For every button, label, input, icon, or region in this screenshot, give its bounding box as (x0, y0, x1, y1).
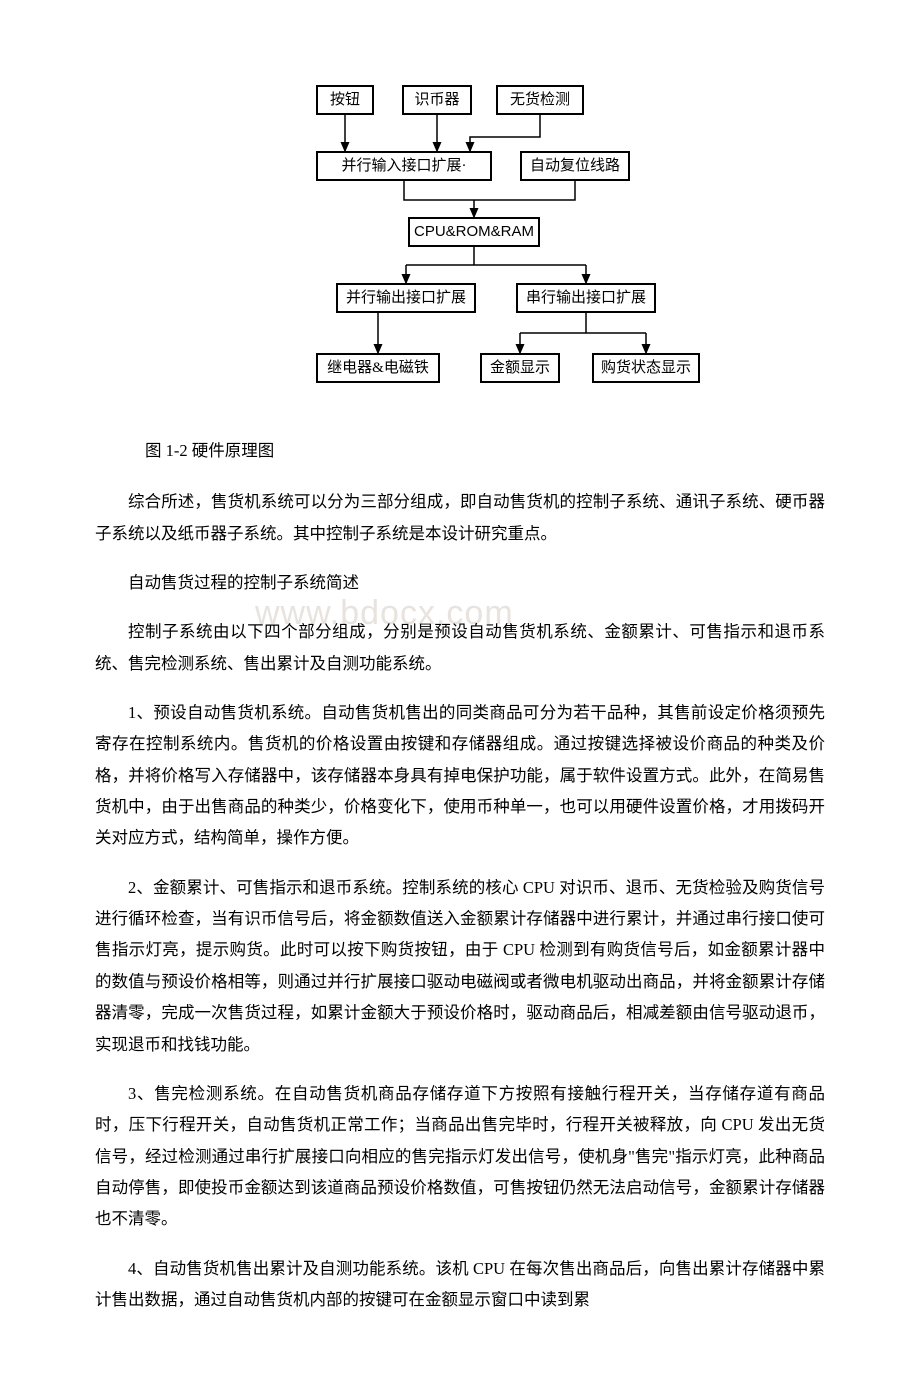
node-parallel-input: 并行输入接口扩展· (316, 151, 492, 181)
node-serial-output: 串行输出接口扩展 (516, 283, 656, 313)
hardware-diagram: 按钮 识币器 无货检测 并行输入接口扩展· 自动复位线路 CPU&ROM&RAM… (230, 85, 690, 405)
paragraph-item1: 1、预设自动售货机系统。自动售货机售出的同类商品可分为若干品种，其售前设定价格须… (95, 697, 825, 854)
node-relay: 继电器&电磁铁 (316, 353, 440, 383)
paragraph-item3: 3、售完检测系统。在自动售货机商品存储存道下方按照有接触行程开关，当存储存道有商… (95, 1078, 825, 1235)
node-empty-detect: 无货检测 (496, 85, 584, 115)
node-coin-reader: 识币器 (402, 85, 472, 115)
figure-caption: 图 1-2 硬件原理图 (145, 435, 825, 466)
node-button: 按钮 (316, 85, 374, 115)
paragraph-item2: 2、金额累计、可售指示和退币系统。控制系统的核心 CPU 对识币、退币、无货检验… (95, 872, 825, 1060)
node-auto-reset: 自动复位线路 (520, 151, 630, 181)
node-cpu: CPU&ROM&RAM (408, 217, 540, 247)
paragraph-intro: 综合所述，售货机系统可以分为三部分组成，即自动售货机的控制子系统、通讯子系统、硬… (95, 486, 825, 549)
node-status-display: 购货状态显示 (592, 353, 700, 383)
paragraph-subtitle: 自动售货过程的控制子系统简述 (95, 567, 825, 598)
node-parallel-output: 并行输出接口扩展 (336, 283, 476, 313)
node-money-display: 金额显示 (480, 353, 560, 383)
paragraph-overview: 控制子系统由以下四个部分组成，分别是预设自动售货机系统、金额累计、可售指示和退币… (95, 616, 825, 679)
paragraph-item4: 4、自动售货机售出累计及自测功能系统。该机 CPU 在每次售出商品后，向售出累计… (95, 1253, 825, 1316)
